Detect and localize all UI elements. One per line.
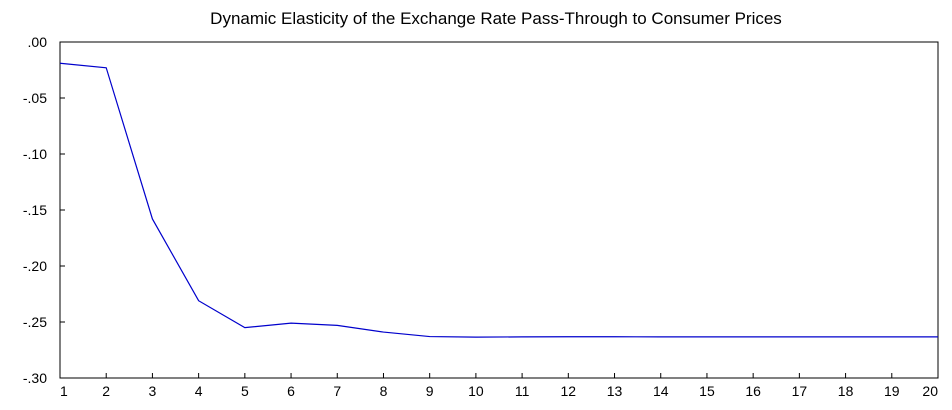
y-tick-label: -.30 xyxy=(23,370,47,386)
x-tick-label: 5 xyxy=(241,383,249,399)
x-tick-label: 15 xyxy=(699,383,715,399)
x-tick-label: 1 xyxy=(60,383,68,399)
x-tick-label: 14 xyxy=(653,383,669,399)
y-tick-label: -.15 xyxy=(23,202,47,218)
x-tick-label: 17 xyxy=(792,383,808,399)
y-tick-label: -.20 xyxy=(23,258,47,274)
x-tick-label: 10 xyxy=(468,383,484,399)
y-tick-label: -.25 xyxy=(23,314,47,330)
x-tick-label: 19 xyxy=(884,383,900,399)
x-tick-label: 11 xyxy=(515,383,530,399)
y-axis: .00 -.05 -.10 -.15 -.20 -.25 -.30 xyxy=(23,34,65,386)
x-tick-label: 6 xyxy=(287,383,295,399)
x-tick-label: 18 xyxy=(838,383,854,399)
x-tick-label: 20 xyxy=(922,383,938,399)
x-tick-label: 3 xyxy=(149,383,157,399)
x-tick-label: 7 xyxy=(333,383,341,399)
x-tick-label: 16 xyxy=(745,383,761,399)
x-tick-label: 9 xyxy=(426,383,434,399)
x-axis: 1 2 3 4 5 6 7 8 9 10 11 12 13 14 15 16 17 18 19 20 xyxy=(59,373,939,399)
y-tick-label: -.05 xyxy=(23,90,47,106)
x-tick-label: 4 xyxy=(195,383,203,399)
x-tick-label: 13 xyxy=(607,383,623,399)
y-tick-label: -.10 xyxy=(23,146,47,162)
chart-title: Dynamic Elasticity of the Exchange Rate … xyxy=(210,9,782,28)
x-tick-label: 12 xyxy=(561,383,577,399)
y-tick-label: .00 xyxy=(28,34,48,50)
series-line xyxy=(59,62,938,338)
x-tick-label: 8 xyxy=(380,383,388,399)
plot-frame xyxy=(59,41,939,379)
x-tick-label: 2 xyxy=(102,383,110,399)
